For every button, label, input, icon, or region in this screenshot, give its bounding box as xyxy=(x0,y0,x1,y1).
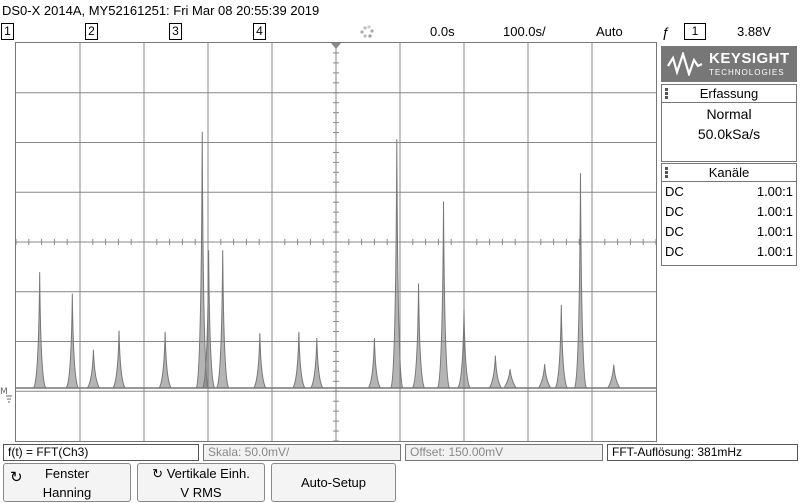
channel-row: DC 1.00:1 xyxy=(665,184,793,199)
fft-resolution-field: FFT-Auflösung: 381mHz xyxy=(607,444,798,461)
vertical-units-label: ↻ Vertikale Einh. xyxy=(152,466,250,481)
panel-grip-icon xyxy=(665,167,671,179)
fft-peak xyxy=(390,139,404,389)
fft-peak xyxy=(33,272,47,389)
fft-peak xyxy=(574,173,587,389)
fft-peak xyxy=(538,364,552,389)
fft-peak xyxy=(202,250,216,389)
brand-sub: TECHNOLOGIES xyxy=(709,68,785,77)
fft-peak xyxy=(65,293,79,389)
trigger-mode[interactable]: Auto xyxy=(596,24,623,39)
fft-peak xyxy=(437,201,450,389)
panel-grip-icon xyxy=(665,88,671,100)
fft-peak xyxy=(412,283,426,389)
channel-row: DC 1.00:1 xyxy=(665,244,793,259)
channel-2-button[interactable]: 2 xyxy=(85,23,98,40)
rotate-knob-icon: ↻ xyxy=(152,466,164,481)
trigger-level[interactable]: 3.88V xyxy=(737,24,771,39)
fft-peak xyxy=(367,338,381,389)
run-state-icon xyxy=(360,25,374,38)
window-label: Fenster xyxy=(44,466,90,481)
side-panel: KEYSIGHT TECHNOLOGIES Erfassung Normal 5… xyxy=(659,42,800,442)
waveform-display[interactable] xyxy=(15,42,657,442)
fft-peak xyxy=(554,304,568,389)
fft-peak xyxy=(488,355,502,389)
fft-peak xyxy=(457,309,471,389)
ground-marker-icon: M xyxy=(0,387,12,403)
fft-peak xyxy=(216,250,230,389)
acquisition-title: Erfassung xyxy=(699,86,759,101)
function-bar: f(t) = FFT(Ch3) Skala: 50.0mV/ Offset: 1… xyxy=(0,442,800,462)
fft-peak xyxy=(292,331,306,389)
channel-row: DC 1.00:1 xyxy=(665,204,793,219)
math-offset-field[interactable]: Offset: 150.00mV xyxy=(405,444,603,461)
fft-peak xyxy=(158,331,172,389)
fft-peak xyxy=(503,369,517,389)
vertical-units-softkey[interactable]: ↻ Vertikale Einh. V RMS xyxy=(137,463,265,502)
time-offset[interactable]: 0.0s xyxy=(430,24,455,39)
fft-plot xyxy=(16,43,656,441)
math-scale-field[interactable]: Skala: 50.0mV/ xyxy=(203,444,401,461)
rotate-knob-icon: ↻ xyxy=(10,469,23,486)
window-softkey[interactable]: ↻ Fenster Hanning xyxy=(3,463,131,502)
status-bar: 1 2 3 4 0.0s 100.0s/ Auto ƒ 1 3.88V xyxy=(0,22,800,42)
keysight-wave-icon xyxy=(667,52,703,76)
window-value: Hanning xyxy=(42,485,92,500)
svg-text:M: M xyxy=(0,387,8,397)
trigger-position-marker xyxy=(331,43,341,49)
channels-title: Kanäle xyxy=(708,165,750,180)
fft-peak xyxy=(310,338,324,389)
time-scale[interactable]: 100.0s/ xyxy=(503,24,546,39)
fft-peak xyxy=(607,364,621,389)
channel-4-button[interactable]: 4 xyxy=(253,23,266,40)
auto-setup-softkey[interactable]: Auto-Setup xyxy=(271,463,396,502)
fft-peak xyxy=(87,349,100,389)
acquisition-panel[interactable]: Erfassung Normal 50.0kSa/s xyxy=(661,84,797,162)
fft-peak xyxy=(195,131,209,389)
channel-3-button[interactable]: 3 xyxy=(169,23,182,40)
window-title: DS0-X 2014A, MY52161251: Fri Mar 08 20:5… xyxy=(0,0,800,22)
softkey-bar: ↻ Fenster Hanning ↻ Vertikale Einh. V RM… xyxy=(0,462,800,503)
acquisition-mode: Normal xyxy=(706,106,752,122)
fft-peak xyxy=(112,330,126,389)
vertical-units-value: V RMS xyxy=(180,485,222,500)
fft-peak xyxy=(253,333,267,389)
sample-rate: 50.0kSa/s xyxy=(697,126,761,142)
brand-logo: KEYSIGHT TECHNOLOGIES xyxy=(661,46,797,82)
trigger-edge-icon: ƒ xyxy=(662,24,670,40)
channel-1-button[interactable]: 1 xyxy=(1,23,14,40)
brand-name: KEYSIGHT xyxy=(709,50,790,67)
math-function-field[interactable]: f(t) = FFT(Ch3) xyxy=(3,444,199,461)
trigger-channel[interactable]: 1 xyxy=(684,23,706,40)
channels-panel[interactable]: Kanäle DC 1.00:1 DC 1.00:1 DC 1.00:1 DC 1.00… xyxy=(661,163,797,266)
channel-row: DC 1.00:1 xyxy=(665,224,793,239)
